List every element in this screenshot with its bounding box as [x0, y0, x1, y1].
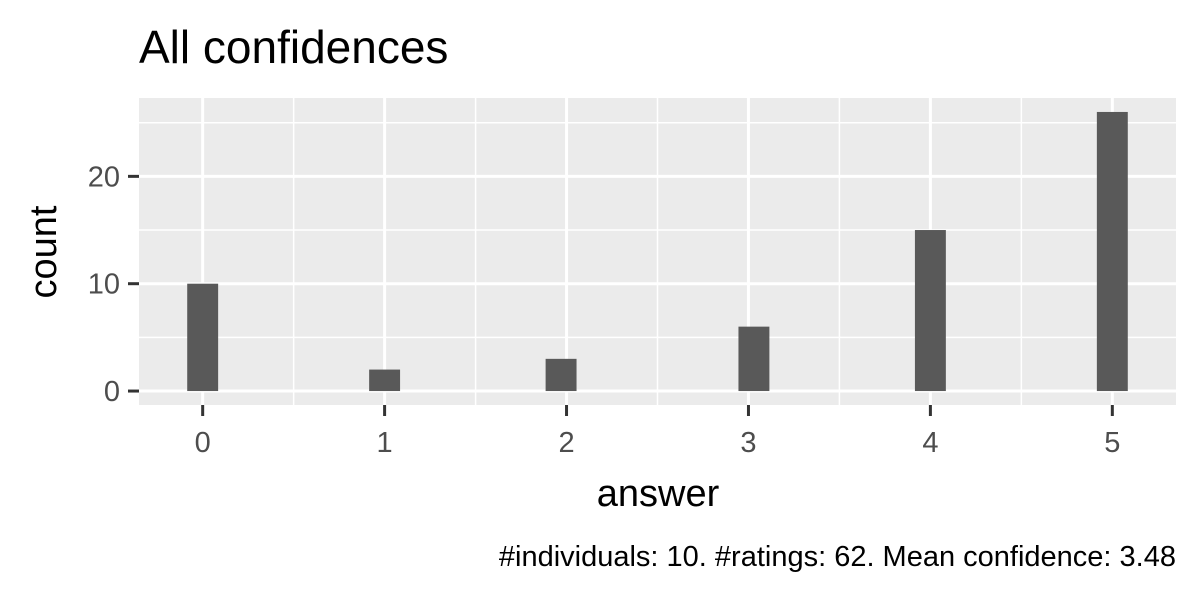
- y-axis: 0 10 20: [88, 161, 139, 408]
- y-tick-label: 0: [104, 376, 120, 408]
- x-axis-title: answer: [597, 473, 720, 515]
- y-tick-label: 10: [88, 269, 120, 301]
- x-tick-label: 5: [1104, 427, 1120, 459]
- bar: [369, 369, 401, 392]
- bar: [914, 230, 946, 392]
- chart-title: All confidences: [139, 21, 448, 73]
- y-tick-label: 20: [88, 161, 120, 193]
- chart-caption: #individuals: 10. #ratings: 62. Mean con…: [499, 541, 1176, 573]
- x-tick-label: 1: [377, 427, 393, 459]
- grid-minor: [139, 98, 1176, 405]
- bar: [187, 283, 219, 392]
- x-tick-label: 4: [922, 427, 938, 459]
- bar: [545, 358, 577, 392]
- x-axis: 0 1 2 3 4 5: [195, 405, 1120, 459]
- x-tick-label: 3: [740, 427, 756, 459]
- bar: [1096, 111, 1128, 392]
- y-axis-title: count: [23, 205, 65, 298]
- bars: [187, 111, 1128, 392]
- bar: [738, 326, 770, 392]
- x-tick-label: 0: [195, 427, 211, 459]
- x-tick-label: 2: [558, 427, 574, 459]
